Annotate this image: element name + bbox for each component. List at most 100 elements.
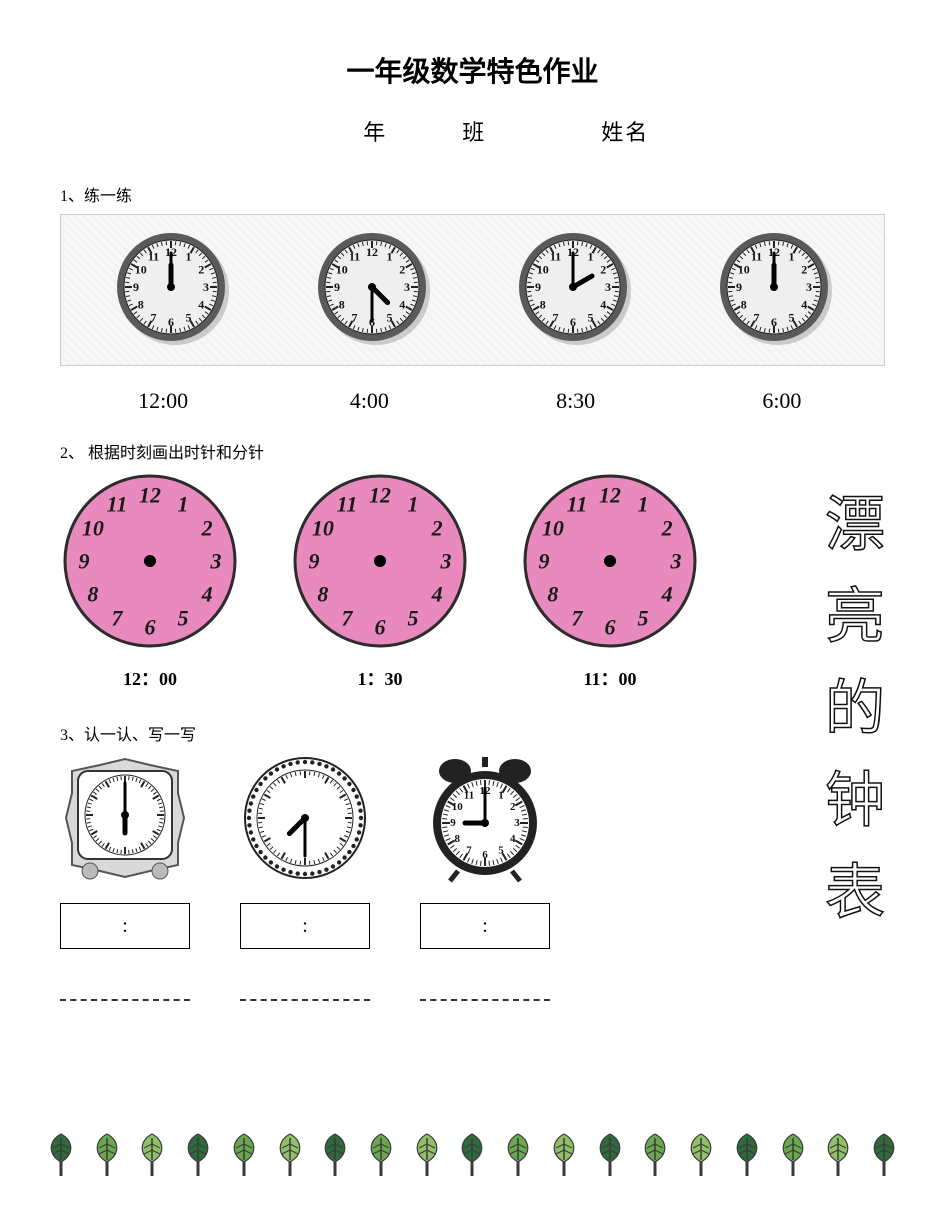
svg-text:5: 5 [788,310,794,324]
sec3-clock-row: 123456789101112 [60,753,885,883]
pink-time-1: 12：00 [60,665,240,691]
svg-text:2: 2 [600,263,606,277]
sec1-clock-row: 123456789101112 123456789101112 12345678… [60,214,885,366]
svg-text:8: 8 [339,298,345,312]
info-row: 年 班 姓名 [60,115,885,147]
svg-text:11: 11 [567,491,588,516]
svg-text:7: 7 [151,310,157,324]
svg-text:1: 1 [788,250,794,264]
svg-text:8: 8 [540,298,546,312]
leaf-icon [177,1130,219,1178]
svg-text:5: 5 [587,310,593,324]
svg-text:9: 9 [334,280,340,294]
svg-text:6: 6 [771,315,777,329]
grade-label: 年 [363,115,387,147]
leaf-icon [451,1130,493,1178]
pink-time-3: 11：00 [520,665,700,691]
leaf-icon [817,1130,859,1178]
alarm-clock: 123456789101112 [420,753,550,883]
time-label-4: 6:00 [722,388,842,414]
sec1-times: 12:00 4:00 8:30 6:00 [60,388,885,414]
svg-text:4: 4 [199,298,205,312]
pink-clock-3: 123456789101112 [520,471,700,651]
sec3-label: 3、认一认、写一写 [60,721,885,745]
answer-box-2[interactable]: : [240,903,370,949]
svg-text:5: 5 [186,310,192,324]
leaf-icon [360,1130,402,1178]
answer-box-1[interactable]: : [60,903,190,949]
svg-text:4: 4 [801,298,807,312]
svg-text:4: 4 [600,298,606,312]
pink-clock-1: 123456789101112 [60,471,240,651]
svg-text:9: 9 [133,280,139,294]
svg-text:3: 3 [210,549,222,574]
vert-char-1: 漂 [820,490,890,560]
svg-text:11: 11 [550,250,561,264]
answer-box-3[interactable]: : [420,903,550,949]
sec1-label: 1、练一练 [60,182,885,206]
sec3-answer-boxes: : : : [60,903,885,949]
svg-text:8: 8 [455,833,461,845]
svg-text:4: 4 [399,298,405,312]
leaf-icon [726,1130,768,1178]
svg-text:9: 9 [539,549,550,574]
leaf-icon [86,1130,128,1178]
svg-text:7: 7 [466,845,472,857]
svg-text:4: 4 [510,833,516,845]
svg-text:6: 6 [605,615,616,640]
svg-text:10: 10 [336,263,348,277]
leaf-icon [772,1130,814,1178]
leaf-icon [223,1130,265,1178]
svg-text:7: 7 [342,606,354,631]
svg-text:4: 4 [201,582,213,607]
leaf-icon [269,1130,311,1178]
svg-text:11: 11 [107,491,128,516]
svg-text:9: 9 [79,549,90,574]
sec3-dash-lines [60,999,885,1001]
svg-text:2: 2 [199,263,205,277]
svg-text:10: 10 [737,263,749,277]
vert-char-3: 的 [820,674,890,744]
dash-line [420,999,550,1001]
svg-text:8: 8 [740,298,746,312]
svg-text:4: 4 [661,582,673,607]
svg-text:1: 1 [178,491,189,516]
svg-text:11: 11 [750,250,761,264]
clock-1: 123456789101112 [111,227,231,347]
svg-text:9: 9 [450,817,456,829]
svg-text:3: 3 [605,280,611,294]
class-label: 班 [462,115,486,147]
svg-text:1: 1 [638,491,649,516]
svg-text:1: 1 [387,250,393,264]
svg-text:11: 11 [337,491,358,516]
svg-text:1: 1 [587,250,593,264]
svg-text:8: 8 [547,582,558,607]
svg-text:10: 10 [537,263,549,277]
name-label: 姓名 [601,115,649,147]
svg-text:5: 5 [638,606,649,631]
sec2-clock-row: 123456789101112 12：00 123456789101112 1：… [60,471,700,691]
svg-text:9: 9 [309,549,320,574]
svg-text:10: 10 [82,516,104,541]
svg-text:11: 11 [148,250,159,264]
svg-text:5: 5 [498,845,504,857]
square-clock [60,753,190,883]
svg-text:3: 3 [203,280,209,294]
svg-text:7: 7 [552,310,558,324]
svg-text:2: 2 [431,516,443,541]
svg-text:7: 7 [112,606,124,631]
leaf-icon [406,1130,448,1178]
svg-text:6: 6 [482,849,488,861]
time-label-3: 8:30 [516,388,636,414]
svg-text:2: 2 [661,516,673,541]
round-clock [240,753,370,883]
svg-text:10: 10 [542,516,564,541]
svg-text:10: 10 [135,263,147,277]
vertical-text: 漂 亮 的 钟 表 [820,490,890,928]
svg-text:5: 5 [408,606,419,631]
svg-text:6: 6 [145,615,156,640]
time-label-2: 4:00 [309,388,429,414]
svg-text:7: 7 [352,310,358,324]
clock-3: 123456789101112 [513,227,633,347]
page-title: 一年级数学特色作业 [60,50,885,90]
